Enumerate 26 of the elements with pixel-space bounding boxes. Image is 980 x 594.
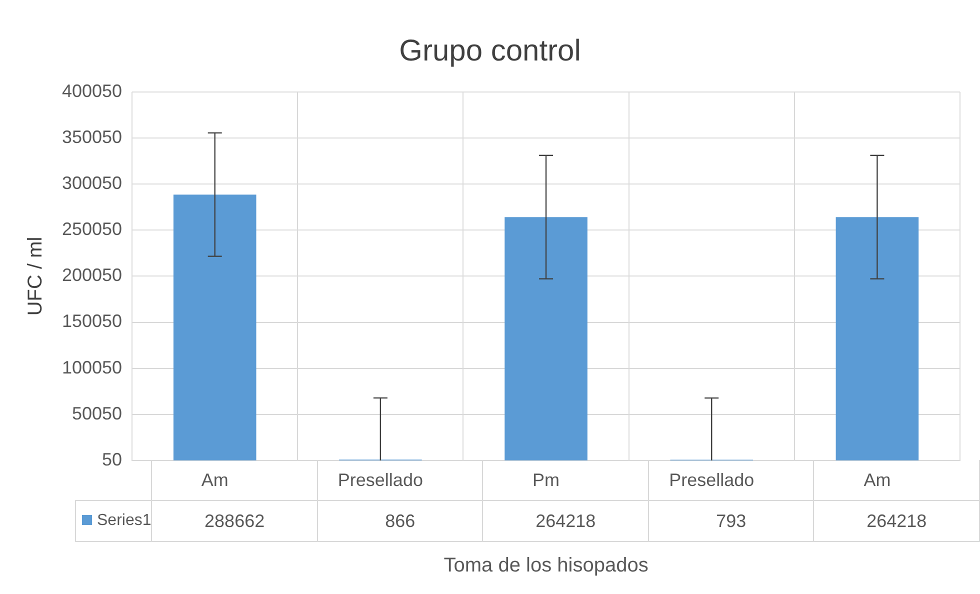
data-label: 866 [317, 500, 483, 542]
y-tick-label: 100050 [62, 357, 122, 378]
chart-title: Grupo control [399, 34, 581, 68]
y-tick-label: 50050 [72, 403, 122, 424]
data-label: 264218 [482, 500, 648, 542]
y-tick-label: 300050 [62, 173, 122, 194]
x-tick-label: Am [864, 470, 891, 490]
legend-label: Series1 [76, 500, 152, 542]
y-tick-label: 400050 [62, 80, 122, 101]
x-tick-label: Presellado [669, 470, 754, 490]
data-label: 288662 [152, 500, 318, 542]
data-label: 264218 [814, 500, 980, 542]
y-tick-label: 350050 [62, 127, 122, 148]
x-axis-title: Toma de los hisopados [444, 554, 648, 577]
bar [173, 194, 256, 460]
bar [504, 217, 588, 460]
y-axis-title: UFC / ml [24, 236, 47, 316]
y-tick-label: 150050 [62, 311, 122, 332]
y-tick-label: 250050 [62, 219, 122, 240]
y-tick-label: 200050 [62, 265, 122, 286]
y-tick-label: 50 [102, 449, 122, 470]
x-tick-label: Am [201, 470, 228, 490]
bar [836, 217, 919, 460]
x-tick-label: Presellado [338, 470, 423, 490]
data-label: 793 [648, 500, 814, 542]
x-tick-label: Pm [532, 470, 560, 490]
